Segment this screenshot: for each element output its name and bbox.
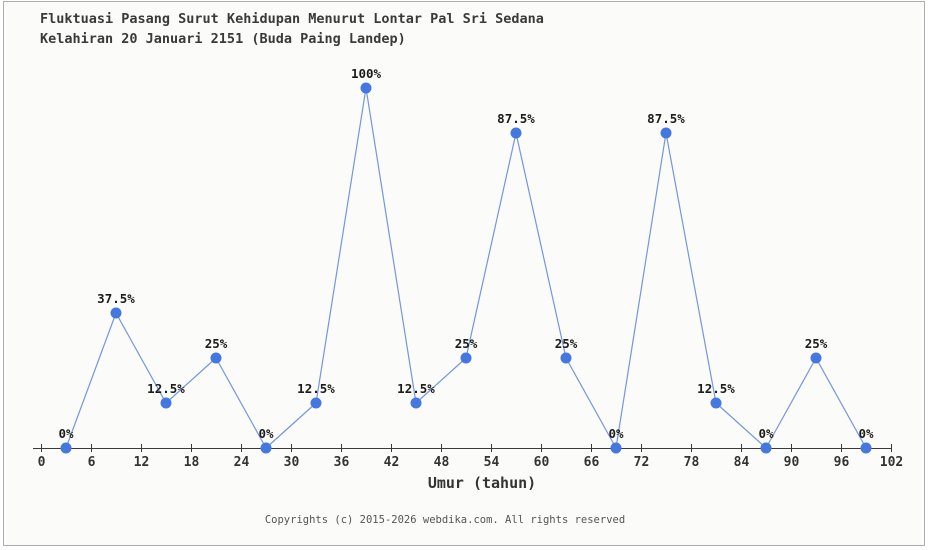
data-point	[660, 127, 672, 139]
data-point-label: 37.5%	[97, 291, 135, 306]
chart-background-frame	[3, 1, 925, 546]
data-point-label: 25%	[455, 336, 478, 351]
data-point-label: 25%	[555, 336, 578, 351]
x-axis-tick-label: 24	[234, 455, 250, 470]
data-point-label: 25%	[205, 336, 228, 351]
data-point	[260, 442, 272, 454]
chart-title: Fluktuasi Pasang Surut Kehidupan Menurut…	[40, 9, 544, 49]
x-axis-tick-label: 66	[584, 455, 600, 470]
data-point-label: 12.5%	[697, 381, 735, 396]
data-point	[710, 397, 722, 409]
data-point-label: 0%	[58, 426, 74, 441]
data-point	[460, 352, 472, 364]
x-axis-tick-label: 96	[834, 455, 850, 470]
data-point-label: 0%	[608, 426, 624, 441]
data-point	[560, 352, 572, 364]
data-point-label: 100%	[351, 66, 382, 81]
data-point	[210, 352, 222, 364]
x-axis-tick-label: 60	[534, 455, 550, 470]
data-point-label: 25%	[805, 336, 828, 351]
x-axis-tick-label: 0	[38, 455, 46, 470]
x-axis-tick-label: 30	[284, 455, 300, 470]
data-point	[610, 442, 622, 454]
data-point	[160, 397, 172, 409]
copyright-text: Copyrights (c) 2015-2026 webdika.com. Al…	[264, 514, 626, 526]
data-point-label: 0%	[758, 426, 774, 441]
data-point	[360, 82, 372, 94]
x-axis-tick-label: 84	[734, 455, 750, 470]
data-point-label: 12.5%	[397, 381, 435, 396]
data-line	[65, 87, 867, 449]
data-point	[860, 442, 872, 454]
x-axis-tick-label: 48	[434, 455, 450, 470]
x-axis-tick-label: 6	[88, 455, 96, 470]
chart-title-line2: Kelahiran 20 Januari 2151 (Buda Paing La…	[40, 31, 406, 47]
x-axis-tick-label: 54	[484, 455, 500, 470]
data-point	[760, 442, 772, 454]
x-axis-tick-label: 90	[784, 455, 800, 470]
data-point	[410, 397, 422, 409]
x-axis-tick-label: 12	[134, 455, 150, 470]
data-point	[510, 127, 522, 139]
x-axis-tick-label: 18	[184, 455, 200, 470]
x-axis-tick-label: 42	[384, 455, 400, 470]
data-point-label: 12.5%	[297, 381, 335, 396]
x-axis-tick-label: 102	[880, 455, 903, 470]
chart-title-line1: Fluktuasi Pasang Surut Kehidupan Menurut…	[40, 11, 544, 27]
data-point	[810, 352, 822, 364]
data-point-label: 87.5%	[647, 111, 685, 126]
data-point	[110, 307, 122, 319]
data-point-label: 0%	[858, 426, 874, 441]
data-point-label: 87.5%	[497, 111, 535, 126]
data-point-label: 0%	[258, 426, 274, 441]
data-point	[310, 397, 322, 409]
data-point	[60, 442, 72, 454]
x-axis-tick-label: 72	[634, 455, 650, 470]
x-axis-tick-label: 36	[334, 455, 350, 470]
data-point-label: 12.5%	[147, 381, 185, 396]
x-axis-title: Umur (tahun)	[427, 474, 537, 492]
x-axis-tick-label: 78	[684, 455, 700, 470]
